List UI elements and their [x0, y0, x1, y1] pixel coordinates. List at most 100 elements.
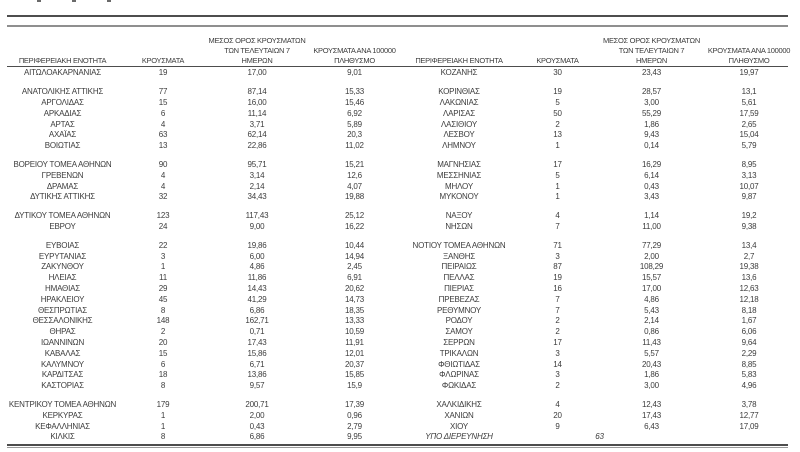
table-row: ΑΡΤΑΣ 4 3,71 5,89 ΛΑΣΙΘΙΟΥ 2 1,86 2,65	[7, 119, 795, 130]
cases-cell: 87	[553, 262, 562, 272]
table-row: ΘΕΣΣΑΛΟΝΙΚΗΣ 148 162,71 13,33 ΡΟΔΟΥ 2 2,14 1,67	[7, 315, 795, 326]
per100k-cell: 13,6	[741, 273, 757, 283]
table-row: ΕΥΡΥΤΑΝΙΑΣ 3 6,00 14,94 ΞΑΝΘΗΣ 3 2,00 2,7	[7, 251, 795, 262]
region-cell: ΗΡΑΚΛΕΙΟΥ	[40, 294, 85, 304]
header-underline	[7, 66, 788, 67]
avg7-cell: 17,43	[247, 337, 267, 347]
avg7-cell: 55,29	[641, 108, 662, 118]
cases-cell: 123	[156, 211, 170, 221]
cases-cell: 18	[158, 370, 168, 380]
per100k-cell: 9,38	[741, 221, 757, 231]
top-rule-dark	[7, 15, 788, 17]
avg7-cell: 87,14	[247, 87, 267, 97]
avg7-cell: 9,57	[249, 381, 265, 391]
table-row: ΗΜΑΘΙΑΣ 29 14,43 20,62 ΠΙΕΡΙΑΣ 16 17,00 12,63	[7, 283, 795, 294]
header-avg7-line2: ΤΩΝ ΤΕΛΕΥΤΑΙΩΝ 7	[618, 46, 685, 55]
cases-cell: 6	[160, 359, 166, 369]
avg7-cell: 14,43	[247, 283, 267, 293]
table-row: ΔΥΤΙΚΟΥ ΤΟΜΕΑ ΑΘΗΝΩΝ 123 117,43 25,12 ΝΑΞΟΥ 4…	[7, 210, 795, 221]
per100k-cell: 13,1	[741, 87, 757, 97]
cases-cell: 17	[553, 159, 562, 169]
per100k-cell: 4,07	[347, 181, 362, 191]
per100k-cell: 2,29	[741, 348, 757, 358]
per100k-cell: 1,67	[741, 316, 757, 326]
region-cell: ΛΗΜΝΟΥ	[442, 141, 476, 151]
per100k-cell: 5,61	[741, 97, 757, 107]
spacer-row	[7, 391, 795, 399]
per100k-cell: 13,33	[344, 316, 365, 326]
avg7-cell: 62,14	[247, 130, 267, 140]
avg7-cell: 0,14	[644, 141, 659, 151]
spacer-row	[7, 232, 795, 240]
header-avg7-left: ΜΕΣΟΣ ΟΡΟΣ ΚΡΟΥΣΜΑΤΩΝ ΤΩΝ ΤΕΛΕΥΤΑΙΩΝ 7 Η…	[208, 36, 306, 66]
region-cell: ΞΑΝΘΗΣ	[442, 251, 476, 261]
avg7-cell: 2,14	[644, 316, 659, 326]
region-cell: ΦΩΚΙΔΑΣ	[441, 381, 477, 391]
avg7-cell: 11,43	[642, 337, 661, 347]
region-cell: ΗΛΕΙΑΣ	[48, 273, 77, 283]
header-per100k-line1: ΚΡΟΥΣΜΑΤΑ ΑΝΑ 100000	[313, 46, 396, 55]
cases-cell: 1	[555, 181, 560, 191]
table-row: ΕΒΡΟΥ 24 9,00 16,22 ΝΗΣΩΝ 7 11,00 9,38	[7, 221, 795, 232]
cases-cell: 2	[555, 119, 560, 129]
cases-cell: 50	[553, 108, 562, 118]
per100k-cell: 2,7	[743, 251, 755, 261]
per100k-cell: 8,18	[741, 305, 757, 315]
table-row: ΖΑΚΥΝΘΟΥ 1 4,86 2,45 ΠΕΙΡΑΙΩΣ 87 108,29 19,38	[7, 261, 795, 272]
per100k-cell: 2,45	[347, 262, 362, 272]
avg7-cell: 34,43	[247, 192, 267, 202]
per100k-cell: 3,78	[741, 399, 757, 409]
cases-cell: 19	[553, 273, 562, 283]
avg7-cell: 117,43	[245, 211, 269, 221]
avg7-cell: 95,71	[247, 159, 267, 169]
region-cell: ΚΑΒΑΛΑΣ	[44, 348, 81, 358]
cases-cell: 1	[160, 421, 166, 431]
region-cell: ΣΕΡΡΩΝ	[443, 337, 475, 347]
region-cell: ΜΥΚΟΝΟΥ	[439, 192, 479, 202]
table-row: ΘΗΡΑΣ 2 0,71 10,59 ΣΑΜΟΥ 2 0,86 6,06	[7, 326, 795, 337]
per100k-cell: 12,77	[739, 410, 759, 420]
per100k-cell: 10,44	[344, 240, 365, 250]
cases-cell: 4	[160, 170, 166, 180]
header-per100k-line2: ΠΛΗΘΥΣΜΟ	[728, 56, 770, 65]
header-per100k-line2: ΠΛΗΘΥΣΜΟ	[334, 56, 375, 65]
cases-cell: 19	[553, 87, 562, 97]
region-cell: ΚΕΡΚΥΡΑΣ	[42, 410, 83, 420]
avg7-cell: 41,29	[247, 294, 267, 304]
cases-cell: 24	[158, 221, 168, 231]
avg7-cell: 77,29	[641, 240, 662, 250]
avg7-cell: 6,00	[249, 251, 265, 261]
region-cell: ΑΡΚΑΔΙΑΣ	[43, 108, 82, 118]
per100k-cell: 2,65	[741, 119, 757, 129]
avg7-cell: 22,86	[247, 141, 267, 151]
region-cell: ΑΧΑΪΑΣ	[48, 130, 77, 140]
per100k-cell: 10,59	[344, 327, 365, 337]
per100k-cell: 15,46	[344, 97, 365, 107]
cases-cell: 17	[553, 337, 562, 347]
region-cell: ΤΡΙΚΑΛΩΝ	[439, 348, 479, 358]
avg7-cell: 200,71	[245, 399, 269, 409]
per100k-cell: 8,95	[741, 159, 757, 169]
table-row: ΑΡΚΑΔΙΑΣ 6 11,14 6,92 ΛΑΡΙΣΑΣ 50 55,29 17,59	[7, 108, 795, 119]
header-avg7-line3: ΗΜΕΡΩΝ	[636, 56, 667, 65]
region-cell: ΚΑΣΤΟΡΙΑΣ	[41, 381, 84, 391]
avg7-cell: 16,29	[641, 159, 662, 169]
avg7-cell: 5,57	[644, 348, 659, 358]
table-header: ΠΕΡΙΦΕΡΕΙΑΚΗ ΕΝΟΤΗΤΑ ΚΡΟΥΣΜΑΤΑ ΜΕΣΟΣ ΟΡΟ…	[7, 28, 795, 66]
region-cell: ΚΑΡΔΙΤΣΑΣ	[41, 370, 84, 380]
avg7-cell: 11,00	[642, 221, 661, 231]
per100k-cell: 14,94	[344, 251, 365, 261]
table-row: ΒΟΙΩΤΙΑΣ 13 22,86 11,02 ΛΗΜΝΟΥ 1 0,14 5,79	[7, 140, 795, 151]
table-row: ΔΡΑΜΑΣ 4 2,14 4,07 ΜΗΛΟΥ 1 0,43 10,07	[7, 181, 795, 192]
cases-cell: 2	[555, 316, 560, 326]
avg7-cell: 13,86	[247, 370, 267, 380]
region-cell: ΚΟΡΙΝΘΙΑΣ	[438, 87, 480, 97]
cases-cell: 63	[158, 130, 168, 140]
per100k-cell: 15,33	[344, 87, 365, 97]
clipped-text-fragment	[72, 0, 76, 2]
region-cell: ΘΕΣΠΡΩΤΙΑΣ	[38, 305, 87, 315]
per100k-cell: 16,22	[344, 221, 365, 231]
header-cases-left: ΚΡΟΥΣΜΑΤΑ	[141, 56, 185, 65]
avg7-cell: 17,00	[641, 283, 662, 293]
header-avg7-line1: ΜΕΣΟΣ ΟΡΟΣ ΚΡΟΥΣΜΑΤΩΝ	[208, 36, 306, 45]
